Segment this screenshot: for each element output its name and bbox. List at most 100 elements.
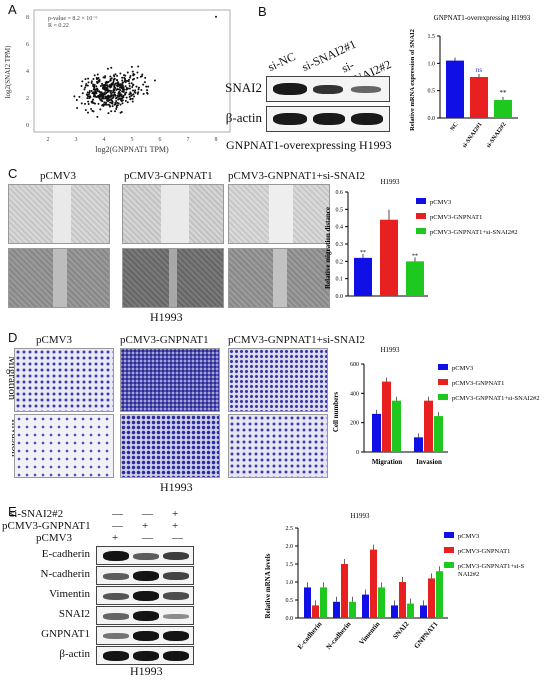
scatter-point: [144, 76, 147, 79]
wound-image-si-snai2-0h: [228, 184, 330, 244]
panel-e-bottom-label: H1993: [130, 664, 163, 678]
scatter-point: [86, 84, 89, 87]
scatter-point: [86, 91, 89, 94]
bar-GNPNAT1-pCMV3-GNPNAT1+si-S NAI2#2: [436, 571, 443, 618]
scatter-point: [106, 67, 109, 70]
scatter-point: [107, 112, 110, 115]
legend-label: pCMV3: [458, 533, 479, 540]
scatter-point: [90, 81, 93, 84]
chart-b-title: GNPNAT1-overexpressing H1993: [434, 14, 531, 22]
transwell-invasion-gnpnat1: [120, 414, 220, 478]
row-label-snai2: SNAI2: [225, 80, 262, 95]
scatter-point: [108, 89, 111, 92]
r-annotation: R = 0.22: [48, 23, 69, 29]
scatter-point: [118, 97, 121, 100]
panel-b-caption: GNPNAT1-overexpressing H1993: [226, 138, 392, 152]
legend-swatch: [416, 198, 426, 204]
scatter-point: [120, 97, 123, 100]
bar-Invasion-pCMV3-GNPNAT1+si-SNAI2#2: [434, 416, 443, 452]
blot-row-label: β-actin: [59, 648, 90, 660]
scatter-point: [101, 100, 104, 103]
scatter-point: [101, 87, 104, 90]
scatter-point: [111, 101, 114, 104]
scatter-point: [131, 100, 134, 103]
scatter-point: [103, 76, 106, 79]
y-tick-label: 0.2: [336, 259, 344, 265]
scatter-point: [122, 94, 125, 97]
c-col-title-1: pCMV3: [40, 170, 77, 182]
scatter-point: [136, 76, 139, 79]
bar-pCMV3-GNPNAT1: [380, 219, 398, 296]
scatter-point: [89, 95, 92, 98]
scatter-point: [122, 74, 125, 77]
scatter-point: [106, 85, 109, 88]
scatter-point: [130, 82, 133, 85]
scatter-point: [108, 104, 111, 107]
scatter-point: [118, 90, 121, 93]
scatter-point: [145, 85, 148, 88]
scatter-point: [112, 74, 115, 77]
bar-E-cadherin-pCMV3-GNPNAT1+si-S NAI2#2: [320, 587, 327, 618]
scatter-point: [126, 87, 129, 90]
scatter-point: [133, 77, 136, 80]
scatter-point: [103, 101, 106, 104]
scatter-point: [116, 104, 119, 107]
scatter-point: [86, 94, 89, 97]
scatter-point: [90, 100, 93, 103]
scatter-point: [112, 88, 115, 91]
scatter-point: [85, 82, 88, 85]
scatter-point: [129, 74, 132, 77]
y-tick-label: 0.0: [428, 116, 436, 122]
scatter-point: [141, 73, 144, 76]
y-tick-label: 2.0: [286, 544, 294, 550]
bar-Migration-pCMV3-GNPNAT1+si-SNAI2#2: [392, 400, 401, 452]
scatter-point: [137, 65, 140, 68]
scatter-point: [110, 99, 113, 102]
bar-SNAI2-pCMV3-GNPNAT1: [399, 582, 406, 618]
chart-d-title: H1993: [380, 346, 400, 354]
scatter-point: [86, 111, 89, 114]
scatter-point: [116, 78, 119, 81]
y-tick-label: 600: [350, 362, 359, 368]
scatter-point: [112, 94, 115, 97]
scatter-point: [104, 92, 107, 95]
blot-row-label: SNAI2: [58, 608, 90, 620]
wound-image-gnpnat1-0h: [122, 184, 224, 244]
x-tick-label: Migration: [372, 458, 402, 466]
x-tick-label: si-SNAI2#2: [486, 122, 508, 149]
blot-GNPNAT1: [96, 626, 194, 645]
scatter-point: [122, 86, 125, 89]
c-col-title-2: pCMV3-GNPNAT1: [124, 170, 213, 182]
scatter-point: [110, 94, 113, 97]
d-col-title-3: pCMV3-GNPNAT1+si-SNAI2: [228, 334, 365, 346]
scatter-point: [97, 79, 100, 82]
scatter-point: [131, 97, 134, 100]
scatter-point: [128, 85, 131, 88]
significance-mark: **: [500, 89, 508, 97]
scatter-point: [80, 84, 83, 87]
bar-SNAI2-pCMV3: [391, 605, 398, 618]
scatter-point: [132, 72, 135, 75]
scatter-point: [124, 99, 127, 102]
scatter-point: [116, 74, 119, 77]
scatter-point: [121, 81, 124, 84]
scatter-point: [83, 88, 86, 91]
bar-NC: [446, 60, 464, 118]
y-tick-label: 0.0: [286, 616, 294, 622]
scatter-point: [116, 88, 119, 91]
scatter-point: [146, 89, 149, 92]
y-tick-label: 0.0: [336, 294, 344, 300]
scatter-point: [115, 96, 118, 99]
blot-β-actin: [96, 646, 194, 665]
condition-mark: —: [142, 532, 153, 544]
transwell-migration-pcmv3: [14, 348, 114, 412]
scatter-point: [120, 94, 123, 97]
scatter-point: [84, 78, 87, 81]
y-tick-label: 0.4: [336, 225, 344, 231]
bar-si-SNAI2#2: [494, 99, 512, 118]
scatter-point: [99, 108, 102, 111]
legend-label: pCMV3-GNPNAT1+si-SNAI2#2: [452, 395, 539, 402]
blot-row-label: GNPNAT1: [41, 628, 90, 640]
x-tick-label: Vimentin: [358, 620, 382, 646]
y-tick-label: 0.3: [336, 242, 344, 248]
